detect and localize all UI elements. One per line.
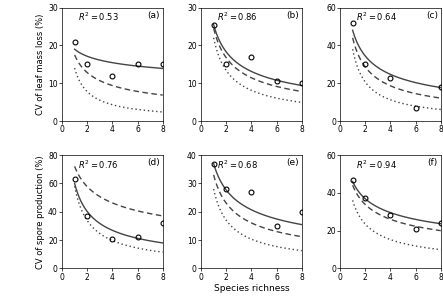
X-axis label: Species richness: Species richness <box>214 284 289 293</box>
Y-axis label: CV of leaf mass loss (%): CV of leaf mass loss (%) <box>36 14 45 115</box>
Text: (a): (a) <box>147 11 160 20</box>
Text: (d): (d) <box>147 158 160 167</box>
Text: $R^2 = 0.76$: $R^2 = 0.76$ <box>78 158 118 171</box>
Text: $R^2 = 0.94$: $R^2 = 0.94$ <box>356 158 397 171</box>
Text: (c): (c) <box>426 11 438 20</box>
Text: $R^2 = 0.86$: $R^2 = 0.86$ <box>217 11 258 23</box>
Y-axis label: CV of spore production (%): CV of spore production (%) <box>36 155 45 268</box>
Text: $R^2 = 0.68$: $R^2 = 0.68$ <box>217 158 258 171</box>
Text: $R^2 = 0.53$: $R^2 = 0.53$ <box>78 11 119 23</box>
Text: (b): (b) <box>286 11 299 20</box>
Text: $R^2 = 0.64$: $R^2 = 0.64$ <box>356 11 397 23</box>
Text: (f): (f) <box>427 158 438 167</box>
Text: (e): (e) <box>286 158 299 167</box>
